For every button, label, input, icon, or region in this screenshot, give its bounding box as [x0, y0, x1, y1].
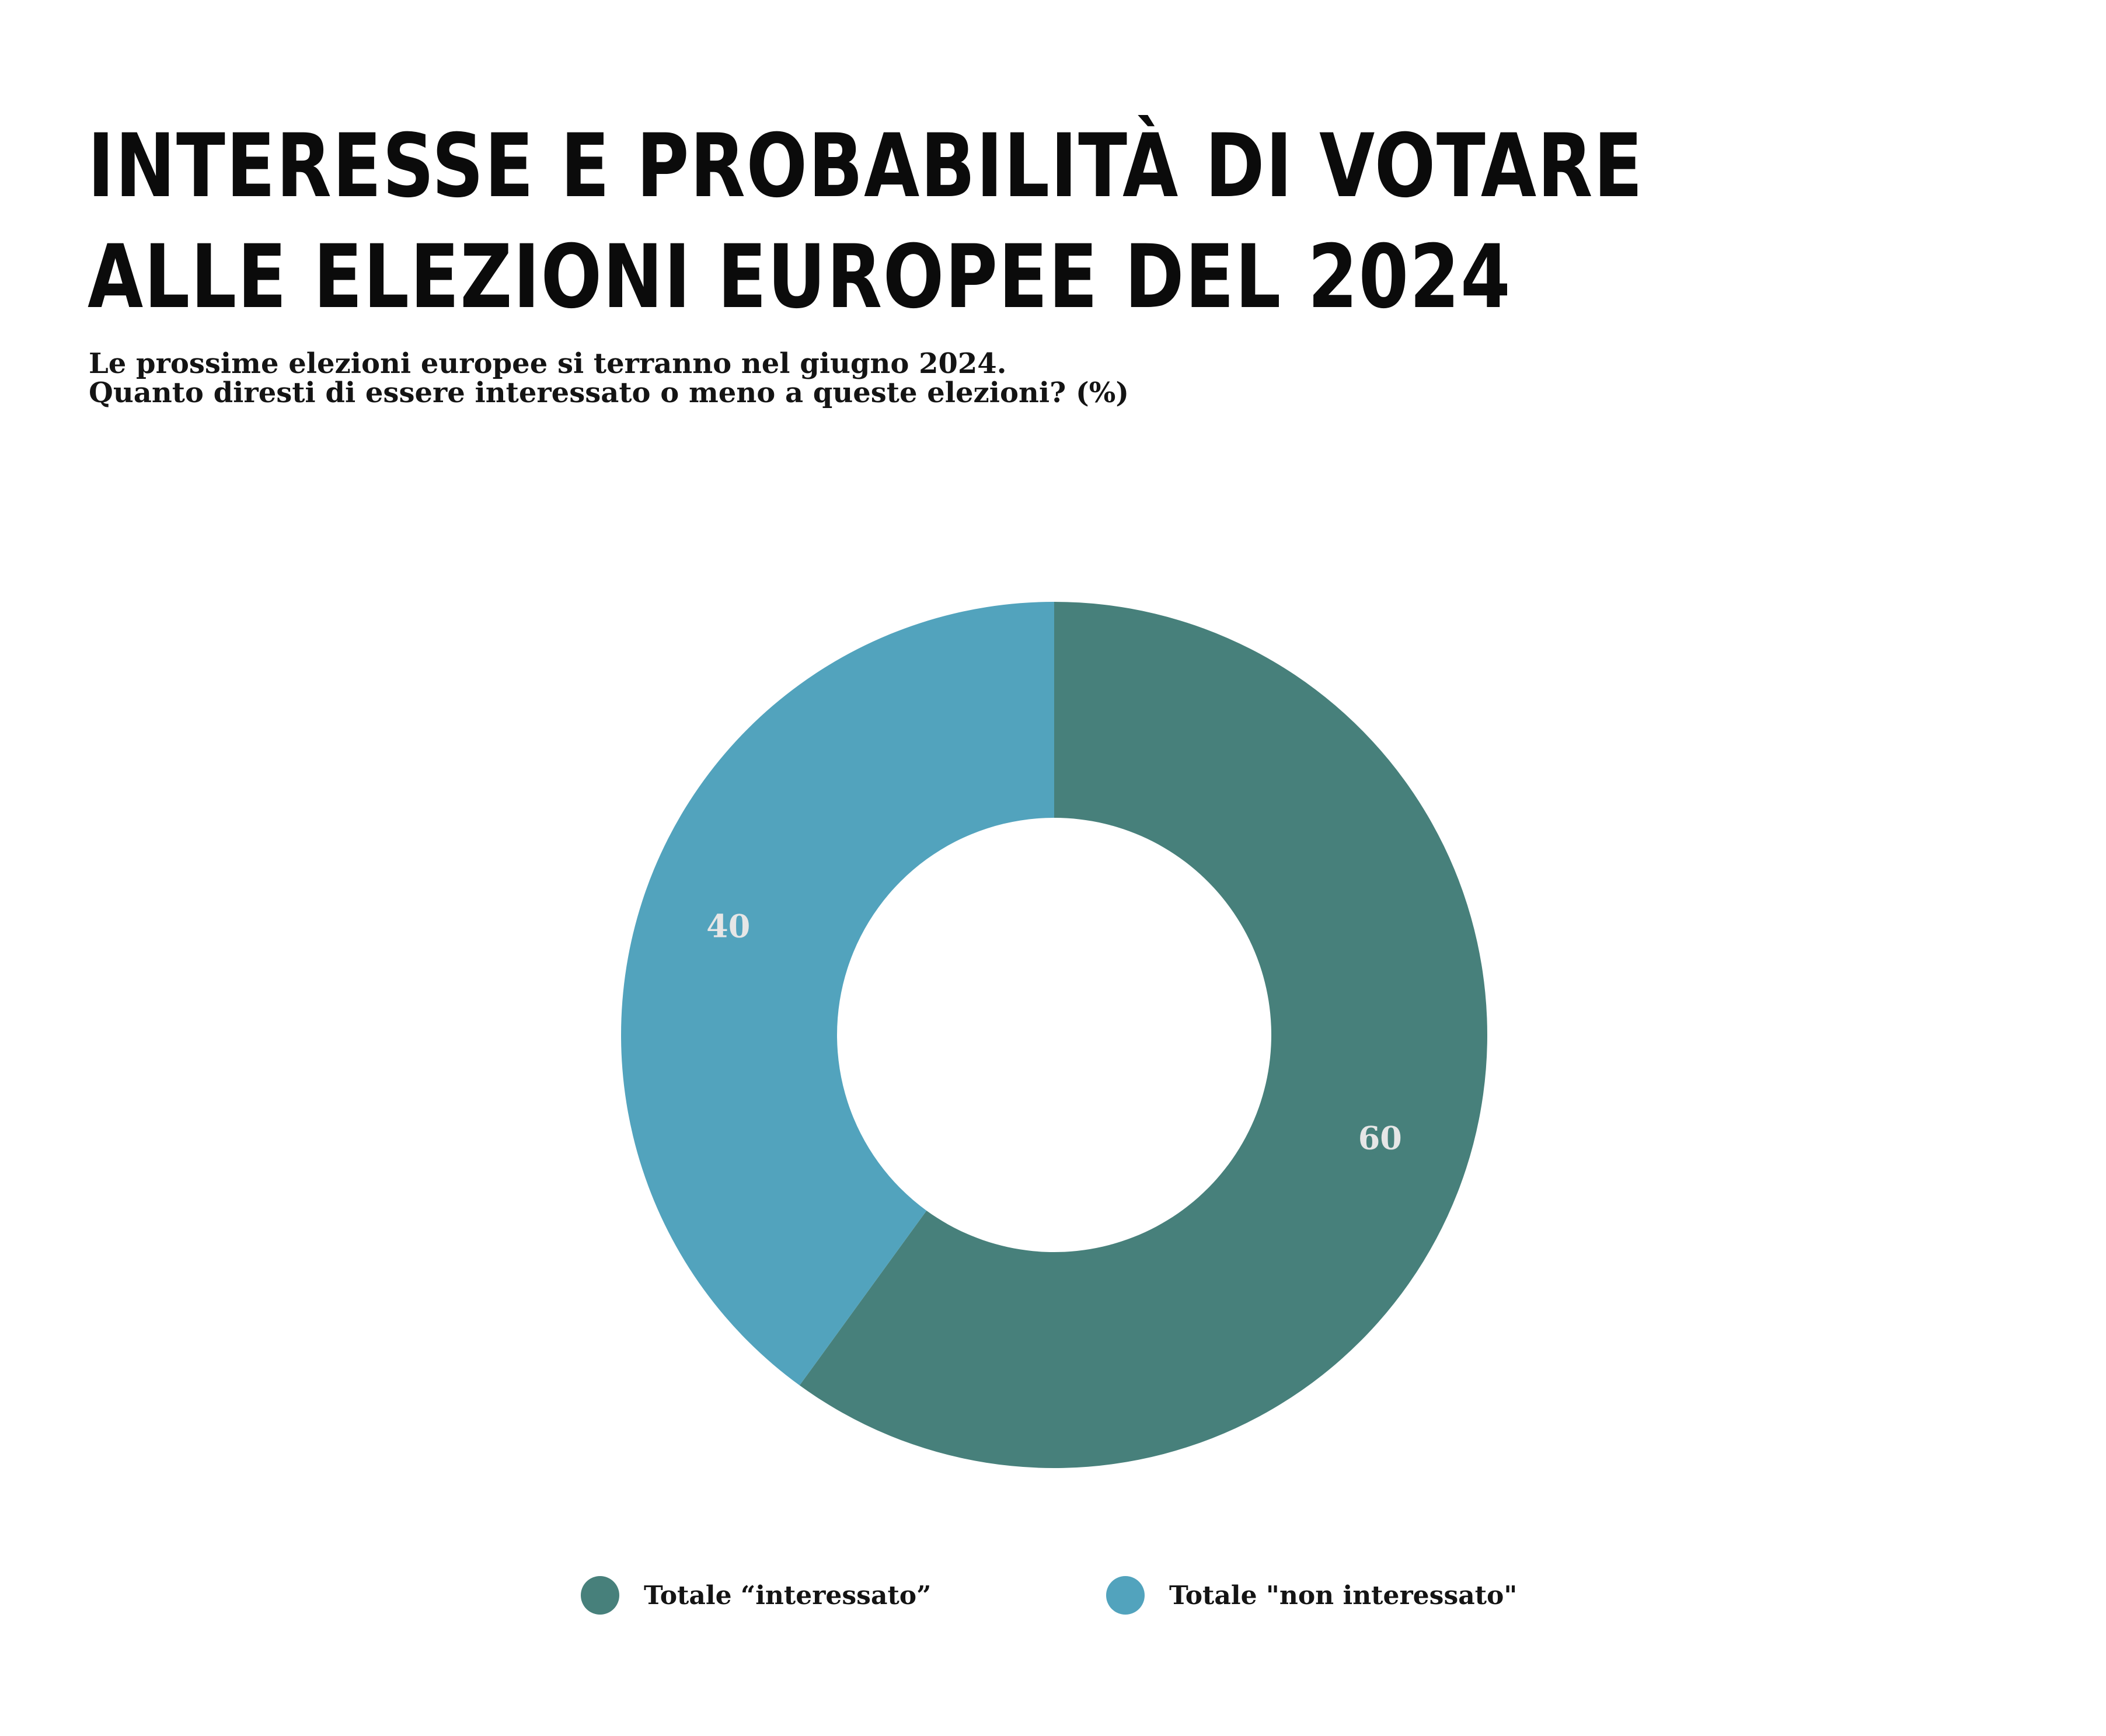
- chart-title-line-2: ALLE ELEZIONI EUROPEE DEL 2024: [88, 226, 1512, 328]
- chart-title-line-1: INTERESSE E PROBABILITÀ DI VOTARE: [88, 116, 1644, 217]
- chart-legend: Totale “interessato” Totale "non interes…: [0, 1576, 2106, 1623]
- data-label-interessato: 60: [1358, 1119, 1402, 1156]
- chart-subtitle: Le prossime elezioni europee si terranno…: [89, 349, 1129, 407]
- legend-label-non-interessato: Totale "non interessato": [1169, 1580, 1518, 1610]
- chart-subtitle-line-2: Quanto diresti di essere interessato o m…: [89, 377, 1129, 409]
- legend-label-interessato: Totale “interessato”: [644, 1580, 932, 1610]
- donut-slice-interessato: [799, 602, 1488, 1469]
- legend-swatch-interessato: [581, 1576, 619, 1615]
- legend-item-interessato: Totale “interessato”: [581, 1576, 931, 1615]
- chart-title: INTERESSE E PROBABILITÀ DI VOTARE ALLE E…: [88, 111, 1985, 333]
- legend-item-non-interessato: Totale "non interessato": [1106, 1576, 1517, 1615]
- data-label-non-interessato: 40: [706, 908, 750, 945]
- chart-subtitle-line-1: Le prossime elezioni europee si terranno…: [89, 347, 1007, 380]
- donut-slice-non-interessato: [621, 602, 1054, 1386]
- legend-swatch-non-interessato: [1106, 1576, 1145, 1615]
